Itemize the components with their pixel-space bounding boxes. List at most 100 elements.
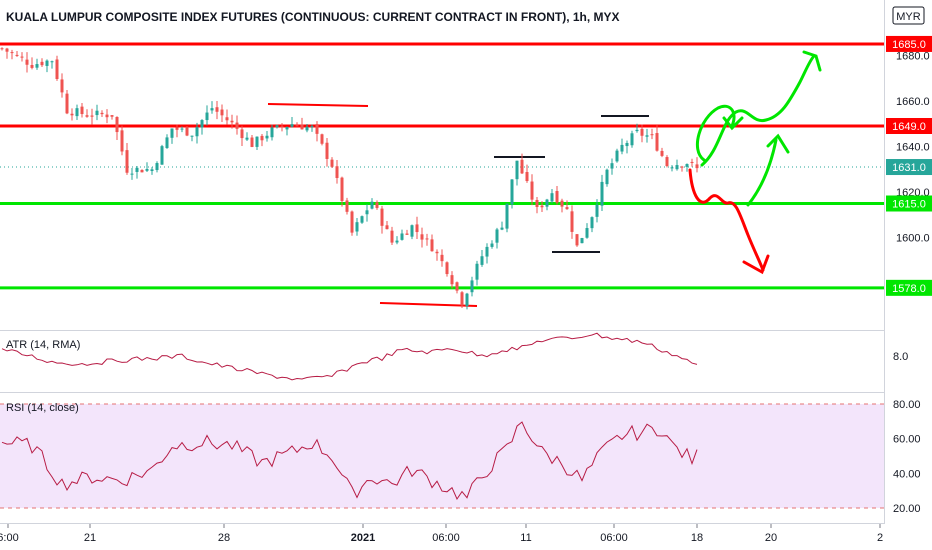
candlestick-series [0, 47, 699, 310]
candle [510, 179, 514, 209]
candle [210, 101, 214, 114]
candle-body [175, 127, 179, 130]
candle [330, 157, 334, 169]
candle [65, 90, 69, 115]
candle [660, 147, 664, 158]
candle-body [600, 181, 604, 206]
candle-body [590, 217, 594, 229]
price-tick-label: 1660.0 [896, 96, 930, 108]
candle-body [45, 60, 49, 66]
candle-body [625, 142, 629, 147]
candle-body [495, 229, 499, 243]
candle [255, 136, 259, 151]
candle-body [455, 282, 459, 291]
candle-body [480, 256, 484, 265]
candle-body [190, 135, 194, 137]
candle [195, 122, 199, 144]
level-tag [886, 195, 932, 212]
candle-body [605, 169, 609, 185]
candle [190, 135, 194, 142]
candle [380, 205, 384, 234]
candle-body [505, 203, 509, 229]
candle [690, 158, 694, 167]
candle-body [675, 165, 679, 170]
candle-body [620, 144, 624, 152]
candle-body [60, 79, 64, 93]
candle [490, 240, 494, 249]
candle-body [0, 48, 4, 50]
candle [245, 132, 249, 141]
time-tick-label: 21 [84, 532, 96, 544]
candle [225, 109, 229, 125]
chart-title: KUALA LUMPUR COMPOSITE INDEX FUTURES (CO… [6, 10, 620, 24]
candle [585, 223, 589, 239]
candle [325, 138, 329, 167]
candle-body [380, 208, 384, 226]
rsi-band-fill [0, 404, 884, 508]
candle [580, 237, 584, 244]
candle [80, 103, 84, 118]
candle-body [375, 202, 379, 208]
horizontal-levels [0, 42, 884, 290]
candle-body [430, 239, 434, 252]
candle [465, 292, 469, 310]
last-price-tag [886, 159, 932, 176]
candle-body [260, 135, 264, 141]
candle [250, 135, 254, 148]
candle-body [150, 169, 154, 172]
candle [5, 47, 9, 59]
candle [55, 55, 59, 81]
candle [0, 47, 4, 51]
candle-body [100, 112, 104, 115]
candle-body [390, 230, 394, 243]
candle [430, 234, 434, 252]
candle-body [265, 135, 269, 139]
time-tick-label: 20 [765, 532, 777, 544]
candle-body [315, 124, 319, 134]
candle-body [345, 200, 349, 212]
candle [685, 163, 689, 172]
candle-body [30, 65, 34, 68]
green-scenario-path [695, 104, 736, 162]
candle [645, 128, 649, 143]
rsi-band [0, 403, 884, 509]
candle-body [385, 225, 389, 230]
candle [30, 57, 34, 70]
time-axis[interactable]: 6:00 21 28 2021 06:00 11 06:00 18 20 2 [0, 524, 883, 544]
time-tick-label: 18 [691, 532, 703, 544]
candle [125, 142, 129, 175]
candle [630, 130, 634, 148]
candle [145, 162, 149, 172]
candle [75, 104, 79, 121]
candle-body [490, 243, 494, 247]
candle-body [440, 254, 444, 262]
candle-body [50, 61, 54, 63]
candle [635, 123, 639, 133]
candle [220, 104, 224, 122]
currency-button[interactable]: MYR [892, 6, 925, 25]
candle [85, 109, 89, 118]
candle-body [645, 135, 649, 137]
time-tick-label: 2 [877, 532, 883, 544]
candle [435, 249, 439, 261]
candle-body [670, 167, 674, 169]
candle-body [445, 262, 449, 275]
price-tags: 1685.0 1649.0 1615.0 1578.0 1631.0 [886, 35, 932, 296]
candle [150, 167, 154, 175]
candle-body [215, 107, 219, 112]
candle [280, 123, 284, 132]
candle [515, 160, 519, 186]
candle [370, 198, 374, 210]
candle [215, 100, 219, 120]
candle [130, 168, 134, 180]
candle-body [560, 200, 564, 207]
candle-body [475, 263, 479, 280]
candle-body [565, 207, 569, 210]
candle-body [660, 150, 664, 156]
candle [15, 50, 19, 57]
candle-body [155, 163, 159, 171]
green-arrowhead [722, 116, 744, 131]
candle-body [655, 133, 659, 151]
candle-body [400, 233, 404, 240]
